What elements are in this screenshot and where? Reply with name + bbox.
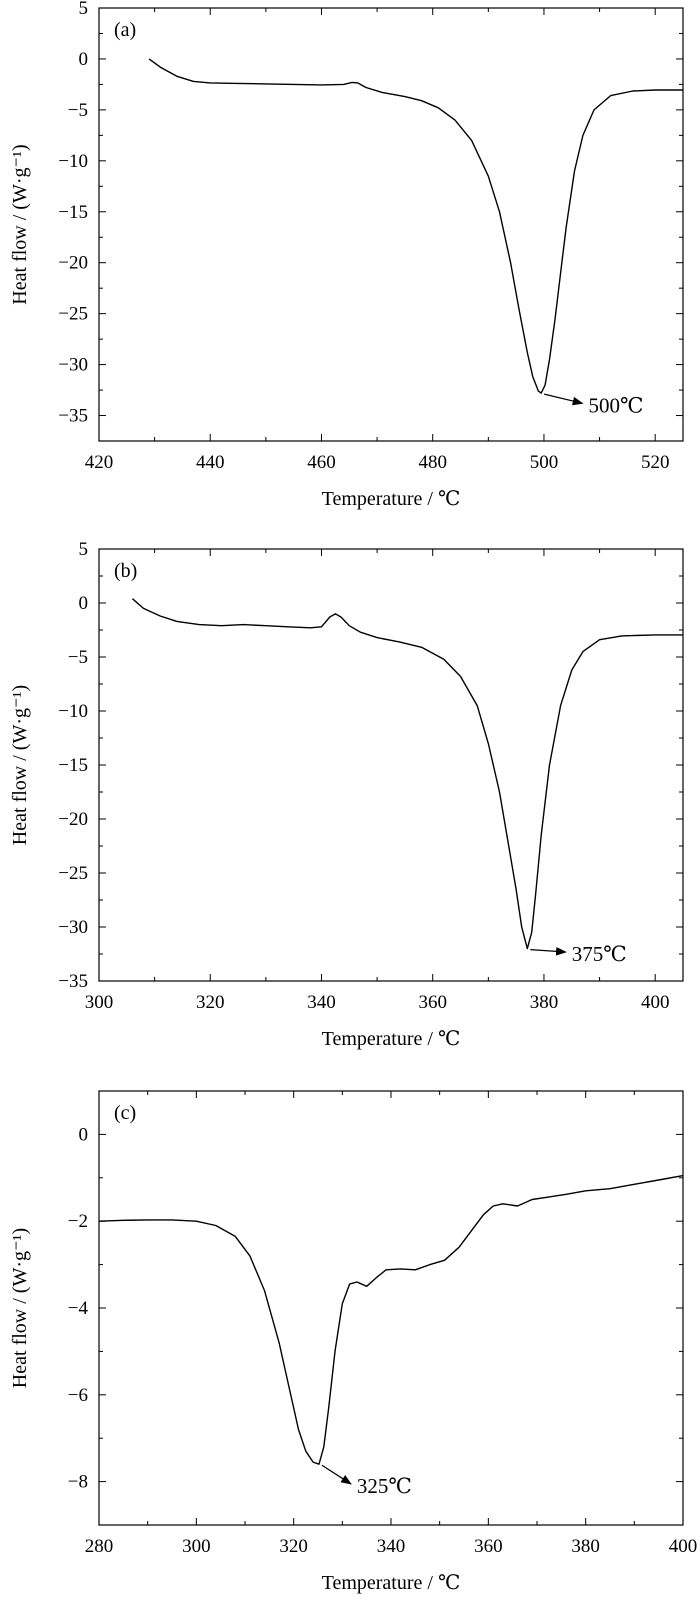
y-tick-label: −15 xyxy=(58,202,88,223)
y-tick-label: −15 xyxy=(58,755,88,776)
x-tick-label: 340 xyxy=(377,1536,406,1557)
y-tick-label: −30 xyxy=(58,917,88,938)
peak-annotation: 500℃ xyxy=(588,393,643,417)
series-line-1 xyxy=(131,598,683,950)
x-tick-label: 380 xyxy=(571,1536,600,1557)
plot-frame xyxy=(98,7,684,442)
chart-panel-2: 300 320 340 360 380 400 5 0 −5 −10 −15 −20 −25 −30 −35… xyxy=(9,539,684,1050)
y-tick-label: −30 xyxy=(58,355,88,376)
panel-label: (b) xyxy=(114,560,137,582)
x-axis-label: Temperature / ℃ xyxy=(322,488,461,510)
x-tick-label: 480 xyxy=(418,452,447,473)
y-tick-label: −25 xyxy=(58,304,88,325)
y-tick-label: 5 xyxy=(79,539,89,560)
x-tick-label: 400 xyxy=(669,1536,698,1557)
x-tick-label: 360 xyxy=(418,992,447,1013)
peak-arrow xyxy=(544,393,584,406)
x-tick-label: 340 xyxy=(307,992,336,1013)
y-tick-label: −6 xyxy=(68,1385,88,1406)
x-tick-label: 520 xyxy=(641,452,670,473)
y-tick-label: −35 xyxy=(58,406,88,427)
x-tick-label: 440 xyxy=(196,452,225,473)
y-tick-label: −10 xyxy=(58,151,88,172)
y-tick-label: −25 xyxy=(58,863,88,884)
y-tick-label: −2 xyxy=(68,1211,88,1232)
x-tick-label: 460 xyxy=(307,452,336,473)
y-tick-label: −10 xyxy=(58,701,88,722)
x-tick-label: 300 xyxy=(85,992,114,1013)
y-tick-label: −35 xyxy=(58,971,88,992)
x-tick-label: 400 xyxy=(641,992,670,1013)
series-line-1 xyxy=(148,58,683,394)
x-tick-label: 500 xyxy=(530,452,559,473)
plot-frame xyxy=(98,548,684,982)
y-tick-label: −20 xyxy=(58,253,88,274)
panel-label: (c) xyxy=(114,1102,136,1124)
panel-label: (a) xyxy=(114,19,136,41)
x-tick-label: 320 xyxy=(196,992,225,1013)
x-tick-label: 280 xyxy=(85,1536,114,1557)
chart-panel-1: 420 440 460 480 500 520 5 0 −5 −10 −15 −20 −25 −30 −35… xyxy=(9,0,684,510)
x-axis-label: Temperature / ℃ xyxy=(322,1028,461,1050)
y-tick-label: −5 xyxy=(68,647,88,668)
peak-annotation: 325℃ xyxy=(357,1474,412,1498)
chart-panel-3: 280 300 320 340 360 380 400 0 −2 −4 −6 −8 Temperatur… xyxy=(9,1090,698,1594)
y-tick-label: 0 xyxy=(79,593,89,614)
y-tick-label: −5 xyxy=(68,100,88,121)
y-axis-label: Heat flow / (W·g⁻¹) xyxy=(9,144,31,304)
x-tick-label: 300 xyxy=(182,1536,211,1557)
y-tick-label: 0 xyxy=(79,1124,89,1145)
x-axis-label: Temperature / ℃ xyxy=(322,1572,461,1594)
series-line-1 xyxy=(98,1174,684,1465)
x-tick-label: 380 xyxy=(530,992,559,1013)
peak-arrow xyxy=(530,947,567,956)
y-axis-label: Heat flow / (W·g⁻¹) xyxy=(9,685,31,845)
x-tick-label: 320 xyxy=(279,1536,308,1557)
plot-frame xyxy=(98,1090,684,1526)
peak-arrow xyxy=(321,1464,352,1485)
y-tick-label: −4 xyxy=(68,1298,89,1319)
x-tick-label: 420 xyxy=(85,452,114,473)
y-tick-label: −20 xyxy=(58,809,88,830)
x-tick-label: 360 xyxy=(474,1536,503,1557)
y-tick-label: −8 xyxy=(68,1472,88,1493)
peak-annotation: 375℃ xyxy=(572,942,627,966)
y-axis-label: Heat flow / (W·g⁻¹) xyxy=(9,1228,31,1388)
y-tick-label: 0 xyxy=(79,49,89,70)
y-tick-label: 5 xyxy=(79,0,89,19)
